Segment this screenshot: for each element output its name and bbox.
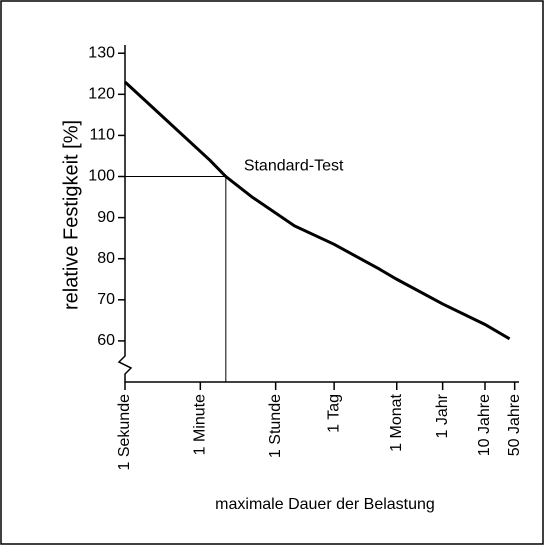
y-tick-label: 60 — [97, 332, 115, 349]
curve — [123, 80, 511, 341]
x-tick-label: 1 Tag — [325, 394, 342, 433]
x-tick-label: 1 Jahr — [434, 393, 451, 438]
y-tick-label: 100 — [88, 168, 115, 185]
annotation: Standard-Test — [244, 158, 344, 175]
y-tick-label: 90 — [97, 209, 115, 226]
x-axis-label: maximale Dauer der Belastung — [215, 496, 435, 513]
x-tick-label: 1 Minute — [192, 394, 209, 455]
x-tick-label: 1 Monat — [388, 393, 405, 451]
y-axis-label: relative Festigkeit [%] — [60, 120, 82, 310]
y-tick-label: 120 — [88, 86, 115, 103]
x-tick-label: 1 Sekunde — [116, 394, 133, 471]
y-tick-label: 80 — [97, 250, 115, 267]
y-tick-label: 70 — [97, 291, 115, 308]
x-tick-label: 50 Jahre — [506, 394, 523, 456]
y-tick-label: 130 — [88, 44, 115, 61]
x-tick-label: 1 Stunde — [267, 394, 284, 458]
x-tick-label: 10 Jahre — [476, 394, 493, 456]
y-tick-label: 110 — [89, 127, 115, 144]
